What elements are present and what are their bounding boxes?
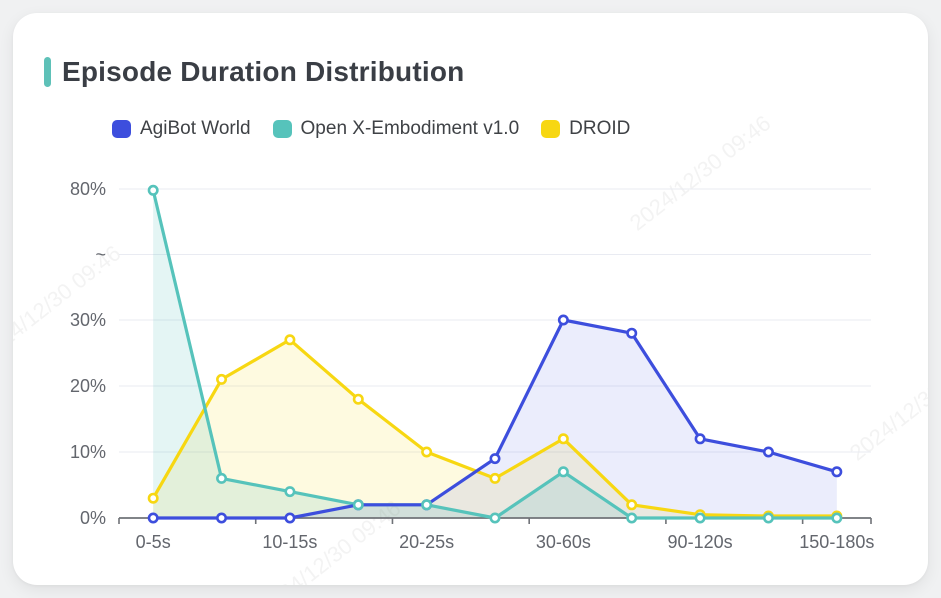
data-point-agibot-world — [216, 512, 228, 524]
data-point-agibot-world — [557, 314, 569, 326]
data-point-open-x-embodiment-v1-0 — [216, 472, 228, 484]
line-chart: 0% 10% 20% 30% ~80% 0-5s 10-15s 20-25s 30-60s 90-… — [70, 179, 874, 552]
legend-item-open-x-embodiment-v1-0[interactable]: Open X-Embodiment v1.0 — [272, 118, 520, 140]
data-point-agibot-world — [489, 453, 501, 465]
y-tick-label: 30% — [70, 310, 106, 330]
data-point-droid — [421, 446, 433, 458]
x-tick-label: 10-15s — [262, 532, 317, 552]
series-area-droid — [153, 339, 837, 518]
chart-card: 2024/12/30 09:46 2024/12/30 09:46 2024/1… — [13, 13, 928, 585]
legend-swatch-icon — [112, 120, 131, 138]
title-row: Episode Duration Distribution — [44, 56, 464, 88]
data-point-agibot-world — [831, 466, 843, 478]
data-point-agibot-world — [694, 433, 706, 445]
legend-item-droid[interactable]: DROID — [541, 118, 630, 140]
data-point-droid — [626, 499, 638, 511]
x-tick-label: 150-180s — [799, 532, 874, 552]
legend-label: AgiBot World — [140, 118, 251, 139]
y-tick-label: 80% — [70, 179, 106, 199]
data-point-agibot-world — [626, 327, 638, 339]
data-point-open-x-embodiment-v1-0 — [626, 512, 638, 524]
legend-label: Open X-Embodiment v1.0 — [300, 118, 520, 139]
chart-legend: AgiBot World Open X-Embodiment v1.0 DROID — [112, 118, 630, 140]
y-tick-label: 20% — [70, 376, 106, 396]
data-point-open-x-embodiment-v1-0 — [489, 512, 501, 524]
data-point-open-x-embodiment-v1-0 — [694, 512, 706, 524]
data-point-open-x-embodiment-v1-0 — [284, 486, 296, 498]
data-point-droid — [352, 393, 364, 405]
data-point-agibot-world — [284, 512, 296, 524]
legend-swatch-icon — [272, 120, 292, 138]
legend-label: DROID — [569, 118, 631, 139]
data-point-open-x-embodiment-v1-0 — [421, 499, 433, 511]
data-point-droid — [557, 433, 569, 445]
title-accent-bar — [44, 57, 51, 87]
data-point-droid — [147, 492, 159, 504]
x-tick-label: 90-120s — [668, 532, 733, 552]
chart-title: Episode Duration Distribution — [62, 56, 465, 87]
data-point-open-x-embodiment-v1-0 — [147, 184, 159, 196]
data-point-droid — [489, 472, 501, 484]
data-point-open-x-embodiment-v1-0 — [831, 512, 843, 524]
legend-swatch-icon — [541, 120, 561, 138]
series-area-open-x-embodiment-v1-0 — [153, 190, 837, 518]
data-point-droid — [284, 334, 296, 346]
series-area-agibot-world — [153, 320, 837, 518]
data-point-agibot-world — [147, 512, 159, 524]
y-tick-label: 10% — [70, 442, 106, 462]
data-point-droid — [216, 373, 228, 385]
x-tick-label: 30-60s — [536, 532, 591, 552]
data-point-open-x-embodiment-v1-0 — [557, 466, 569, 478]
x-tick-label: 0-5s — [136, 532, 171, 552]
legend-item-agibot-world[interactable]: AgiBot World — [112, 118, 251, 140]
y-tick-label: ~ — [95, 245, 106, 265]
data-point-open-x-embodiment-v1-0 — [762, 512, 774, 524]
data-point-agibot-world — [762, 446, 774, 458]
y-tick-label: 0% — [80, 508, 106, 528]
x-tick-label: 20-25s — [399, 532, 454, 552]
data-point-open-x-embodiment-v1-0 — [352, 499, 364, 511]
